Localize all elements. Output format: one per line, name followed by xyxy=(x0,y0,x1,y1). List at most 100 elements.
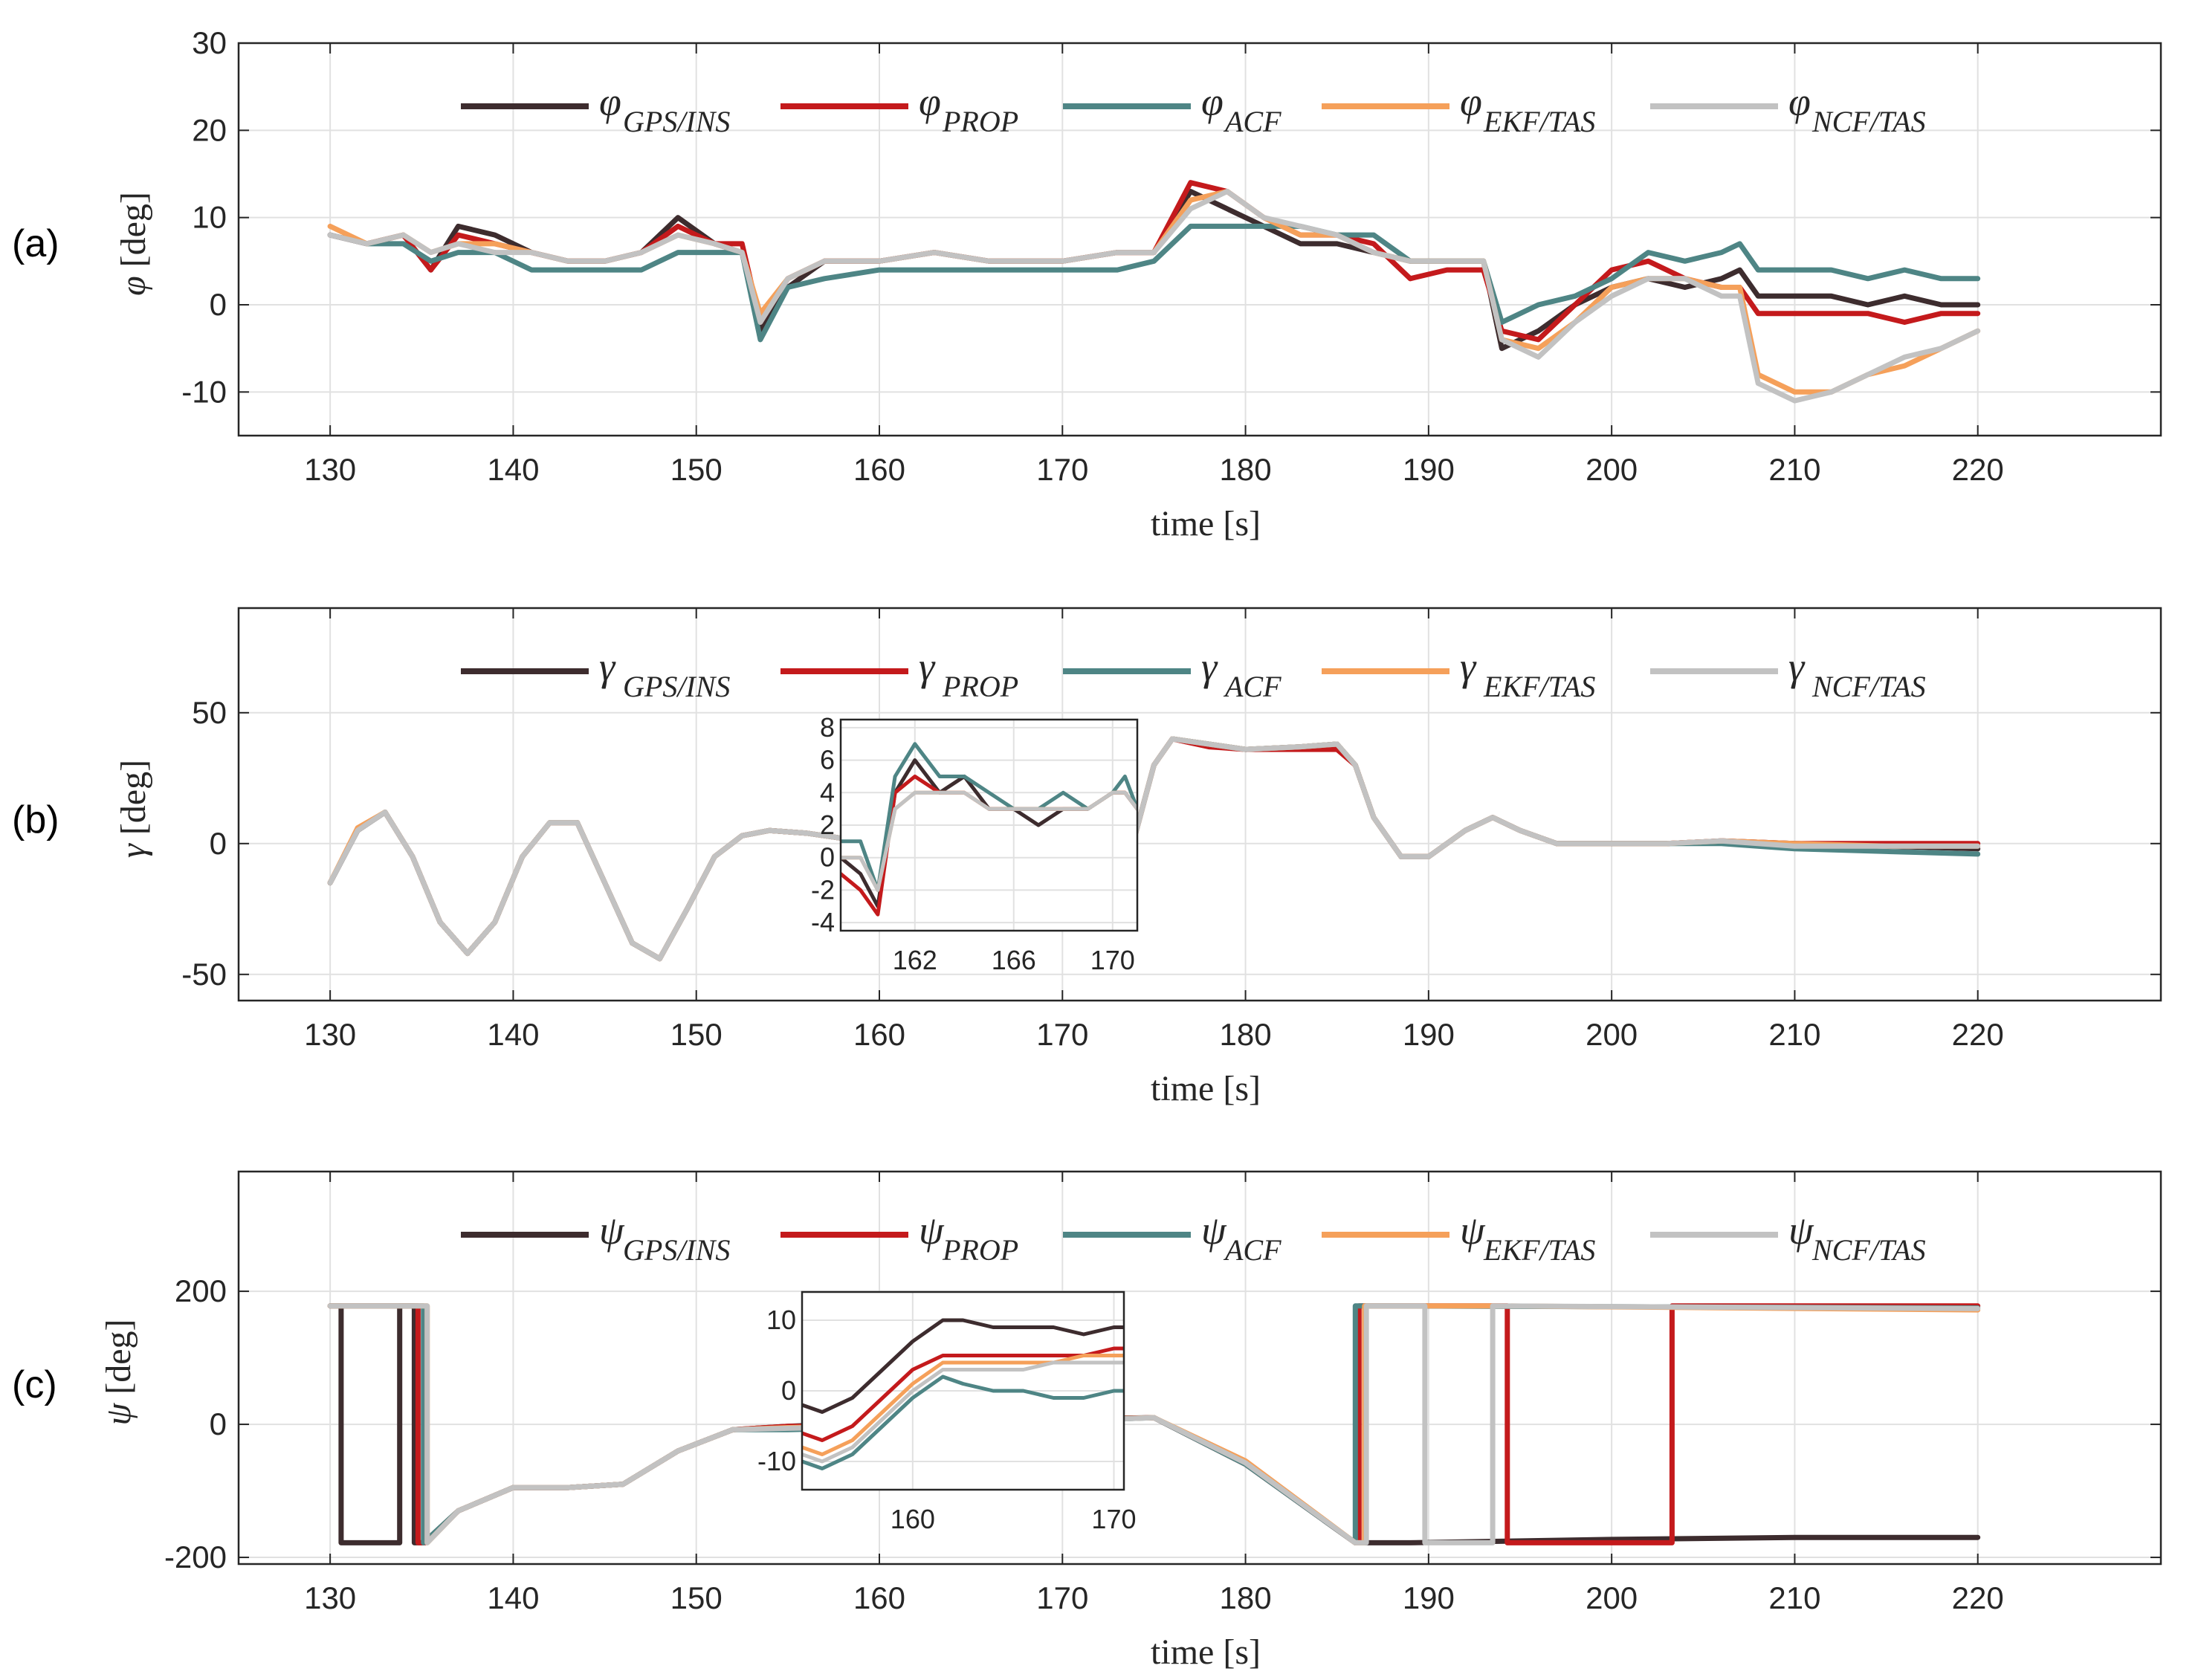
y-tick-label: -10 xyxy=(181,374,227,409)
x-tick-label: 180 xyxy=(1220,452,1272,487)
x-tick-label: 220 xyxy=(1952,1017,2004,1052)
legend-label: EKF/TAS xyxy=(1483,105,1595,138)
chart-panel-1: 130 140 150 160 170 180 190 200 210 220 -50 0 50 time… xyxy=(12,607,2162,1108)
series-line-acf xyxy=(327,223,1981,343)
legend-symbol: ψ xyxy=(1788,1208,1814,1253)
y-tick-label: 30 xyxy=(192,25,227,60)
legend-symbol: φ xyxy=(1460,80,1482,124)
legend-entry[interactable]: γ ACF xyxy=(1063,644,1282,703)
x-tick-label: 220 xyxy=(1952,1580,2004,1615)
inset-series-line-gps-ins xyxy=(802,1318,1124,1414)
legend-symbol: γ xyxy=(1201,644,1218,689)
legend-symbol: γ xyxy=(599,644,616,689)
x-tick-label: 150 xyxy=(670,1580,723,1615)
x-tick-label: 130 xyxy=(304,1580,356,1615)
x-tick-label: 160 xyxy=(853,452,905,487)
legend-label: ACF xyxy=(1223,105,1282,138)
legend-entry[interactable]: φ NCF/TAS xyxy=(1650,80,1926,138)
legend-entry[interactable]: φ ACF xyxy=(1063,80,1282,138)
legend-label: EKF/TAS xyxy=(1483,670,1595,703)
inset-y-tick-label: -4 xyxy=(811,907,835,937)
x-tick-label: 170 xyxy=(1036,452,1088,487)
y-tick-label: 50 xyxy=(192,695,227,730)
inset-y-tick-label: 4 xyxy=(820,777,835,807)
y-tick-label: 0 xyxy=(210,1406,227,1441)
legend-symbol: φ xyxy=(599,80,621,124)
y-axis-symbol: φ xyxy=(114,276,153,296)
axes-frame xyxy=(237,42,2162,437)
inset-frame xyxy=(801,1290,1125,1491)
inset-series-group xyxy=(802,1318,1124,1470)
y-tick-label: -50 xyxy=(181,957,227,992)
legend-label: PROP xyxy=(942,1233,1018,1267)
legend-symbol: γ xyxy=(1460,644,1477,689)
x-tick-label: 130 xyxy=(304,1017,356,1052)
inset-series-line-acf xyxy=(802,1374,1124,1470)
legend-entry[interactable]: γ NCF/TAS xyxy=(1650,644,1926,703)
legend-symbol: φ xyxy=(1201,80,1224,124)
legend-entry[interactable]: γ GPS/INS xyxy=(461,644,730,703)
legend-entry[interactable]: γ PROP xyxy=(780,644,1018,703)
x-tick-label: 180 xyxy=(1220,1017,1272,1052)
legend-symbol: ψ xyxy=(1201,1208,1227,1253)
legend-label: NCF/TAS xyxy=(1811,1233,1926,1267)
x-tick-label: 180 xyxy=(1220,1580,1272,1615)
y-axis-unit: [deg] xyxy=(114,192,153,276)
panel-label: (b) xyxy=(12,798,59,841)
y-axis-symbol: ψ xyxy=(99,1403,138,1426)
y-axis-symbol: γ xyxy=(114,843,153,858)
inset-y-tick-label: 2 xyxy=(820,810,835,840)
inset-frame xyxy=(839,718,1139,932)
x-tick-label: 200 xyxy=(1586,452,1638,487)
y-tick-label: 0 xyxy=(210,826,227,861)
x-tick-label: 220 xyxy=(1952,452,2004,487)
x-tick-label: 160 xyxy=(853,1017,905,1052)
legend-label: GPS/INS xyxy=(623,670,730,703)
y-tick-label: 20 xyxy=(192,112,227,147)
series-group xyxy=(327,180,1981,404)
legend: φ GPS/INS φ PROP φ ACF φ EKF/TAS φ NCF/TAS xyxy=(461,80,1926,138)
inset-y-tick-label: 6 xyxy=(820,745,835,775)
inset-axes: 160 170 -10 0 10 xyxy=(757,1290,1137,1534)
x-tick-label: 190 xyxy=(1403,1017,1455,1052)
x-tick-label: 170 xyxy=(1036,1017,1088,1052)
x-tick-label: 170 xyxy=(1036,1580,1088,1615)
chart-panel-0: 130 140 150 160 170 180 190 200 210 220 -10 0 10 20 30… xyxy=(12,25,2162,543)
legend-label: EKF/TAS xyxy=(1483,1233,1595,1267)
legend-label: NCF/TAS xyxy=(1811,670,1926,703)
legend: γ GPS/INS γ PROP γ ACF γ EKF/TAS γ NCF/TAS xyxy=(461,644,1926,703)
inset-y-tick-label: 0 xyxy=(820,842,835,873)
legend-label: PROP xyxy=(942,670,1018,703)
x-tick-label: 130 xyxy=(304,452,356,487)
legend-symbol: ψ xyxy=(1460,1208,1486,1253)
legend-label: NCF/TAS xyxy=(1811,105,1926,138)
legend-entry[interactable]: φ GPS/INS xyxy=(461,80,730,138)
y-axis-label: φ [deg] xyxy=(114,192,153,296)
x-tick-label: 150 xyxy=(670,1017,723,1052)
legend-entry[interactable]: γ EKF/TAS xyxy=(1322,644,1595,703)
x-tick-label: 140 xyxy=(487,1017,539,1052)
x-tick-label: 140 xyxy=(487,1580,539,1615)
x-axis-label: time [s] xyxy=(1151,1632,1261,1672)
inset-y-tick-label: 0 xyxy=(781,1375,796,1406)
inset-x-tick-label: 170 xyxy=(1091,1504,1136,1534)
series-line-ncf-tas xyxy=(327,189,1981,404)
y-axis-label: γ [deg] xyxy=(114,760,153,858)
inset-x-tick-label: 162 xyxy=(893,945,937,975)
legend-entry[interactable]: φ EKF/TAS xyxy=(1322,80,1595,138)
legend-label: GPS/INS xyxy=(623,1233,730,1267)
inset-x-tick-label: 166 xyxy=(992,945,1036,975)
axes-frame xyxy=(237,607,2162,1002)
inset-series-group xyxy=(841,742,1137,917)
inset-x-tick-label: 160 xyxy=(891,1504,935,1534)
inset-series-line-ekf-tas xyxy=(802,1354,1124,1456)
legend-symbol: ψ xyxy=(919,1208,945,1253)
x-tick-label: 140 xyxy=(487,452,539,487)
legend-entry[interactable]: φ PROP xyxy=(780,80,1018,138)
